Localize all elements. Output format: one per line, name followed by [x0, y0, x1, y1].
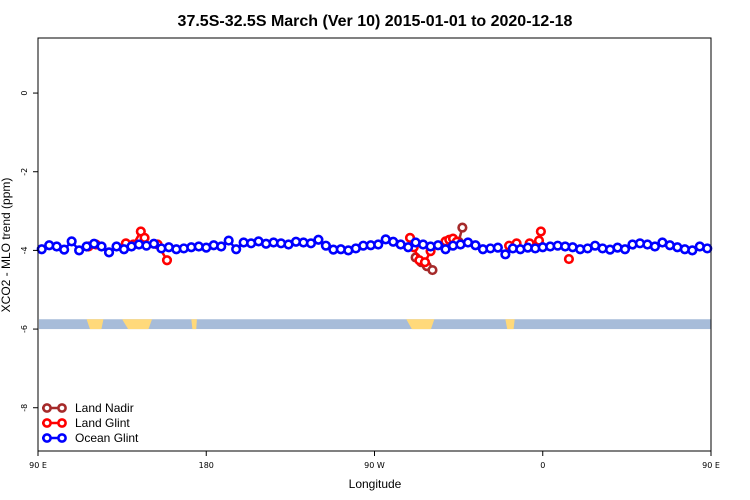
- data-point-ocean-glint: [373, 239, 384, 250]
- data-point-ocean-glint: [403, 242, 414, 253]
- y-tick-label: 0: [20, 91, 29, 96]
- x-tick-label: 0: [540, 461, 545, 470]
- land-patch: [191, 319, 197, 330]
- data-point-ocean-glint: [320, 240, 331, 251]
- legend-marker-ocean-glint: [42, 433, 52, 443]
- legend-marker-land-nadir: [42, 403, 52, 413]
- x-tick-label: 180: [199, 461, 214, 470]
- y-axis: 0 -2 -4 -6 -8: [20, 91, 38, 412]
- data-point-ocean-glint: [649, 241, 661, 252]
- chart-title: 37.5S-32.5S March (Ver 10) 2015-01-01 to…: [178, 13, 573, 30]
- legend-label-land-glint: Land Glint: [75, 416, 130, 430]
- y-tick-label: -8: [20, 404, 29, 412]
- data-point-ocean-glint: [440, 244, 451, 255]
- data-point-ocean-glint: [492, 242, 503, 253]
- ocean-band: [39, 319, 711, 330]
- y-axis-label: XCO2 - MLO trend (ppm): [0, 178, 13, 313]
- y-tick-label: -4: [20, 246, 29, 254]
- land-patch: [406, 319, 435, 330]
- data-point-ocean-glint: [500, 249, 511, 260]
- x-tick-label: 90 E: [702, 461, 720, 470]
- world-map-strip: [39, 319, 711, 330]
- data-point-ocean-glint: [74, 245, 85, 256]
- x-tick-label: 90 W: [364, 461, 385, 470]
- data-point-land-glint: [419, 257, 431, 268]
- x-axis: 90 E 180 90 W 0 90 E: [29, 451, 720, 470]
- data-point-land-nadir: [427, 264, 438, 276]
- data-point-ocean-glint: [216, 241, 227, 252]
- land-patch: [505, 319, 515, 330]
- legend-marker-land-glint: [42, 418, 52, 428]
- data-point-ocean-glint: [619, 244, 631, 255]
- data-point-ocean-glint: [305, 238, 317, 249]
- data-point-ocean-glint: [687, 245, 698, 256]
- x-tick-label: 90 E: [29, 461, 47, 470]
- legend-marker-land-nadir: [57, 403, 67, 413]
- data-point-ocean-glint: [432, 240, 444, 251]
- data-point-ocean-glint: [231, 244, 242, 255]
- y-tick-label: -6: [20, 325, 29, 333]
- y-tick-label: -2: [20, 168, 29, 176]
- data-point-ocean-glint: [148, 238, 160, 249]
- data-point-ocean-glint: [702, 243, 713, 254]
- data-point-ocean-glint: [103, 247, 115, 258]
- data-point-land-nadir: [457, 222, 468, 233]
- data-point-land-glint: [563, 253, 575, 265]
- data-point-ocean-glint: [59, 244, 70, 255]
- legend-label-land-nadir: Land Nadir: [75, 401, 134, 415]
- data-point-ocean-glint: [96, 241, 107, 252]
- legend-marker-land-glint: [57, 418, 67, 428]
- legend-marker-ocean-glint: [57, 433, 67, 443]
- data-point-ocean-glint: [223, 235, 234, 246]
- data-point-land-glint: [161, 255, 173, 266]
- land-patch: [122, 319, 153, 330]
- x-axis-label: Longitude: [349, 477, 402, 491]
- series-ocean-glint: [36, 234, 713, 260]
- land-patch: [86, 319, 104, 330]
- data-point-ocean-glint: [470, 240, 481, 251]
- legend-label-ocean-glint: Ocean Glint: [75, 431, 139, 445]
- data-point-land-glint: [535, 226, 546, 237]
- data-point-ocean-glint: [66, 236, 77, 247]
- series-layer: [36, 222, 713, 276]
- data-point-ocean-glint: [313, 234, 324, 245]
